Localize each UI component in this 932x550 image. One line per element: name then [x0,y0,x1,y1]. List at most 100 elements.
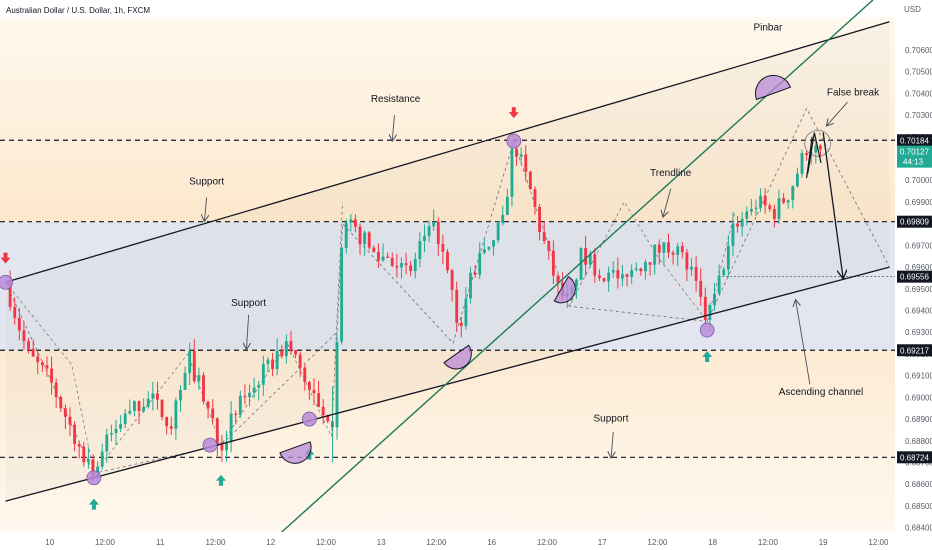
projection-arrow [822,132,843,277]
candle-body [400,263,403,268]
candle-body [634,268,638,271]
candle-body [349,219,353,223]
candle-body [381,256,385,261]
candle-body [694,266,698,281]
candle-body [492,240,495,247]
channel-lower-line [5,266,890,502]
candle-body [68,416,72,425]
candle-body [321,406,325,416]
candle-body [745,211,749,219]
candle-body [156,393,159,400]
candle-body [206,401,210,409]
time-tick-label: 17 [598,538,607,547]
candle-body [31,348,35,357]
candle-body [478,252,482,275]
price-tick-label: 0.69400 [905,307,932,316]
candle-body [510,148,514,197]
time-tick-label: 16 [487,538,496,547]
candle-body [312,390,316,394]
candle-body [137,401,141,412]
candle-body [188,350,192,373]
candle-body [215,418,219,445]
candle-body [261,363,265,385]
candle-body [179,390,182,401]
candle-body [151,393,155,399]
candle-body [36,356,40,363]
candle-body [450,270,454,290]
price-tick-label: 0.68500 [905,502,932,511]
touch-circle [202,437,218,453]
touch-circle [699,322,715,338]
annotation-label: Ascending channel [779,387,864,398]
candle-body [280,350,284,357]
candle-body [427,226,431,237]
pointer-line [611,432,613,458]
candle-body [496,223,500,241]
candle-body [740,218,744,227]
candle-body [409,265,413,272]
candle-body [128,410,132,414]
current-price-tag [897,145,932,168]
price-tick-label: 0.68400 [905,524,932,533]
candle-body [114,428,118,434]
candle-body [763,195,767,206]
candle-body [234,413,238,415]
candle-body [165,416,169,427]
time-tick-label: 12:00 [205,538,226,547]
candle-body [703,296,707,321]
candle-body [183,372,187,391]
candle-body [777,198,781,220]
arc-mark [279,441,312,464]
level-price-tag [897,344,932,357]
candle-body [814,145,818,153]
time-tick-label: 11 [156,538,165,547]
candle-body [473,272,477,275]
pointer-line [796,300,811,385]
price-tick-label: 0.69000 [905,393,932,402]
candle-body [372,247,376,252]
candle-body [782,198,786,203]
candle-body [289,341,293,351]
level-price-label: 0.70184 [900,136,929,145]
candle-body [100,451,104,467]
candle-body [469,272,472,299]
time-tick-label: 12:00 [868,538,889,547]
candle-body [653,244,657,265]
channel-upper-line [5,21,890,283]
current-price-countdown: 44:13 [903,158,924,167]
candle-body [805,153,809,156]
candle-body [248,392,251,398]
annotations: Pinbar False break Resistance Trendline Supp… [189,22,880,458]
candle-body [86,459,90,463]
pointer-line [204,197,206,222]
candle-body [413,259,417,272]
price-tick-label: 0.69100 [905,372,932,381]
level-price-label: 0.68724 [900,453,929,462]
time-axis-ticks: 10 12:00 11 12:00 12 12:00 13 12:00 16 12:00 17 12:… [45,538,889,547]
candle-body [303,367,307,382]
candle-body [662,242,666,253]
price-axis-ticks: 0.706000.705000.704000.703000.702000.701… [905,46,932,533]
candle-body [202,375,205,402]
candle-body [358,226,362,245]
candle-body [395,265,399,268]
candle-body [418,241,422,260]
time-axis[interactable]: 10 12:00 11 12:00 12 12:00 13 12:00 16 12:00 17 12:… [0,532,895,550]
candle-body [795,173,799,187]
candles [8,139,822,483]
price-tick-label: 0.68600 [905,480,932,489]
price-tick-label: 0.70400 [905,89,932,98]
touch-circle [506,133,522,149]
time-tick-label: 19 [819,538,828,547]
candle-body [133,401,136,411]
pointer-line [246,314,248,350]
price-axis[interactable]: USD 0.706000.705000.704000.703000.702000… [895,0,932,550]
candle-body [772,208,776,220]
zigzag-path [5,107,890,474]
candle-body [639,268,643,272]
candle-body [598,275,601,279]
projection-stem [806,136,813,179]
candle-body [630,270,634,277]
buy-arrow [88,498,99,510]
